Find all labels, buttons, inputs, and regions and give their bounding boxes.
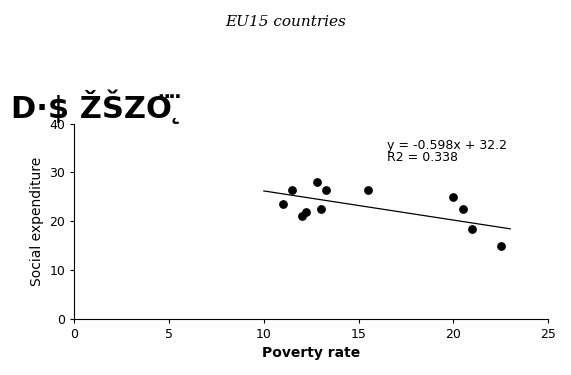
Point <box>459 206 468 212</box>
Point <box>322 186 331 193</box>
Point <box>301 209 310 214</box>
Point <box>496 243 505 249</box>
Y-axis label: Social expenditure: Social expenditure <box>30 157 44 286</box>
Text: D·$ ŽŠZÖ̈̈ ̨̨̈̈̈: D·$ ŽŠZÖ̈̈ ̨̨̈̈̈ <box>11 90 183 124</box>
Point <box>364 186 373 193</box>
Text: y = -0.598x + 32.2: y = -0.598x + 32.2 <box>387 139 507 152</box>
Point <box>316 206 325 212</box>
Point <box>297 213 306 219</box>
Point <box>312 179 321 185</box>
Text: R2 = 0.338: R2 = 0.338 <box>387 152 458 164</box>
Point <box>288 186 297 193</box>
X-axis label: Poverty rate: Poverty rate <box>262 346 360 360</box>
Point <box>278 201 287 207</box>
Point <box>449 194 458 200</box>
Point <box>468 225 477 231</box>
Text: EU15 countries: EU15 countries <box>225 15 346 29</box>
